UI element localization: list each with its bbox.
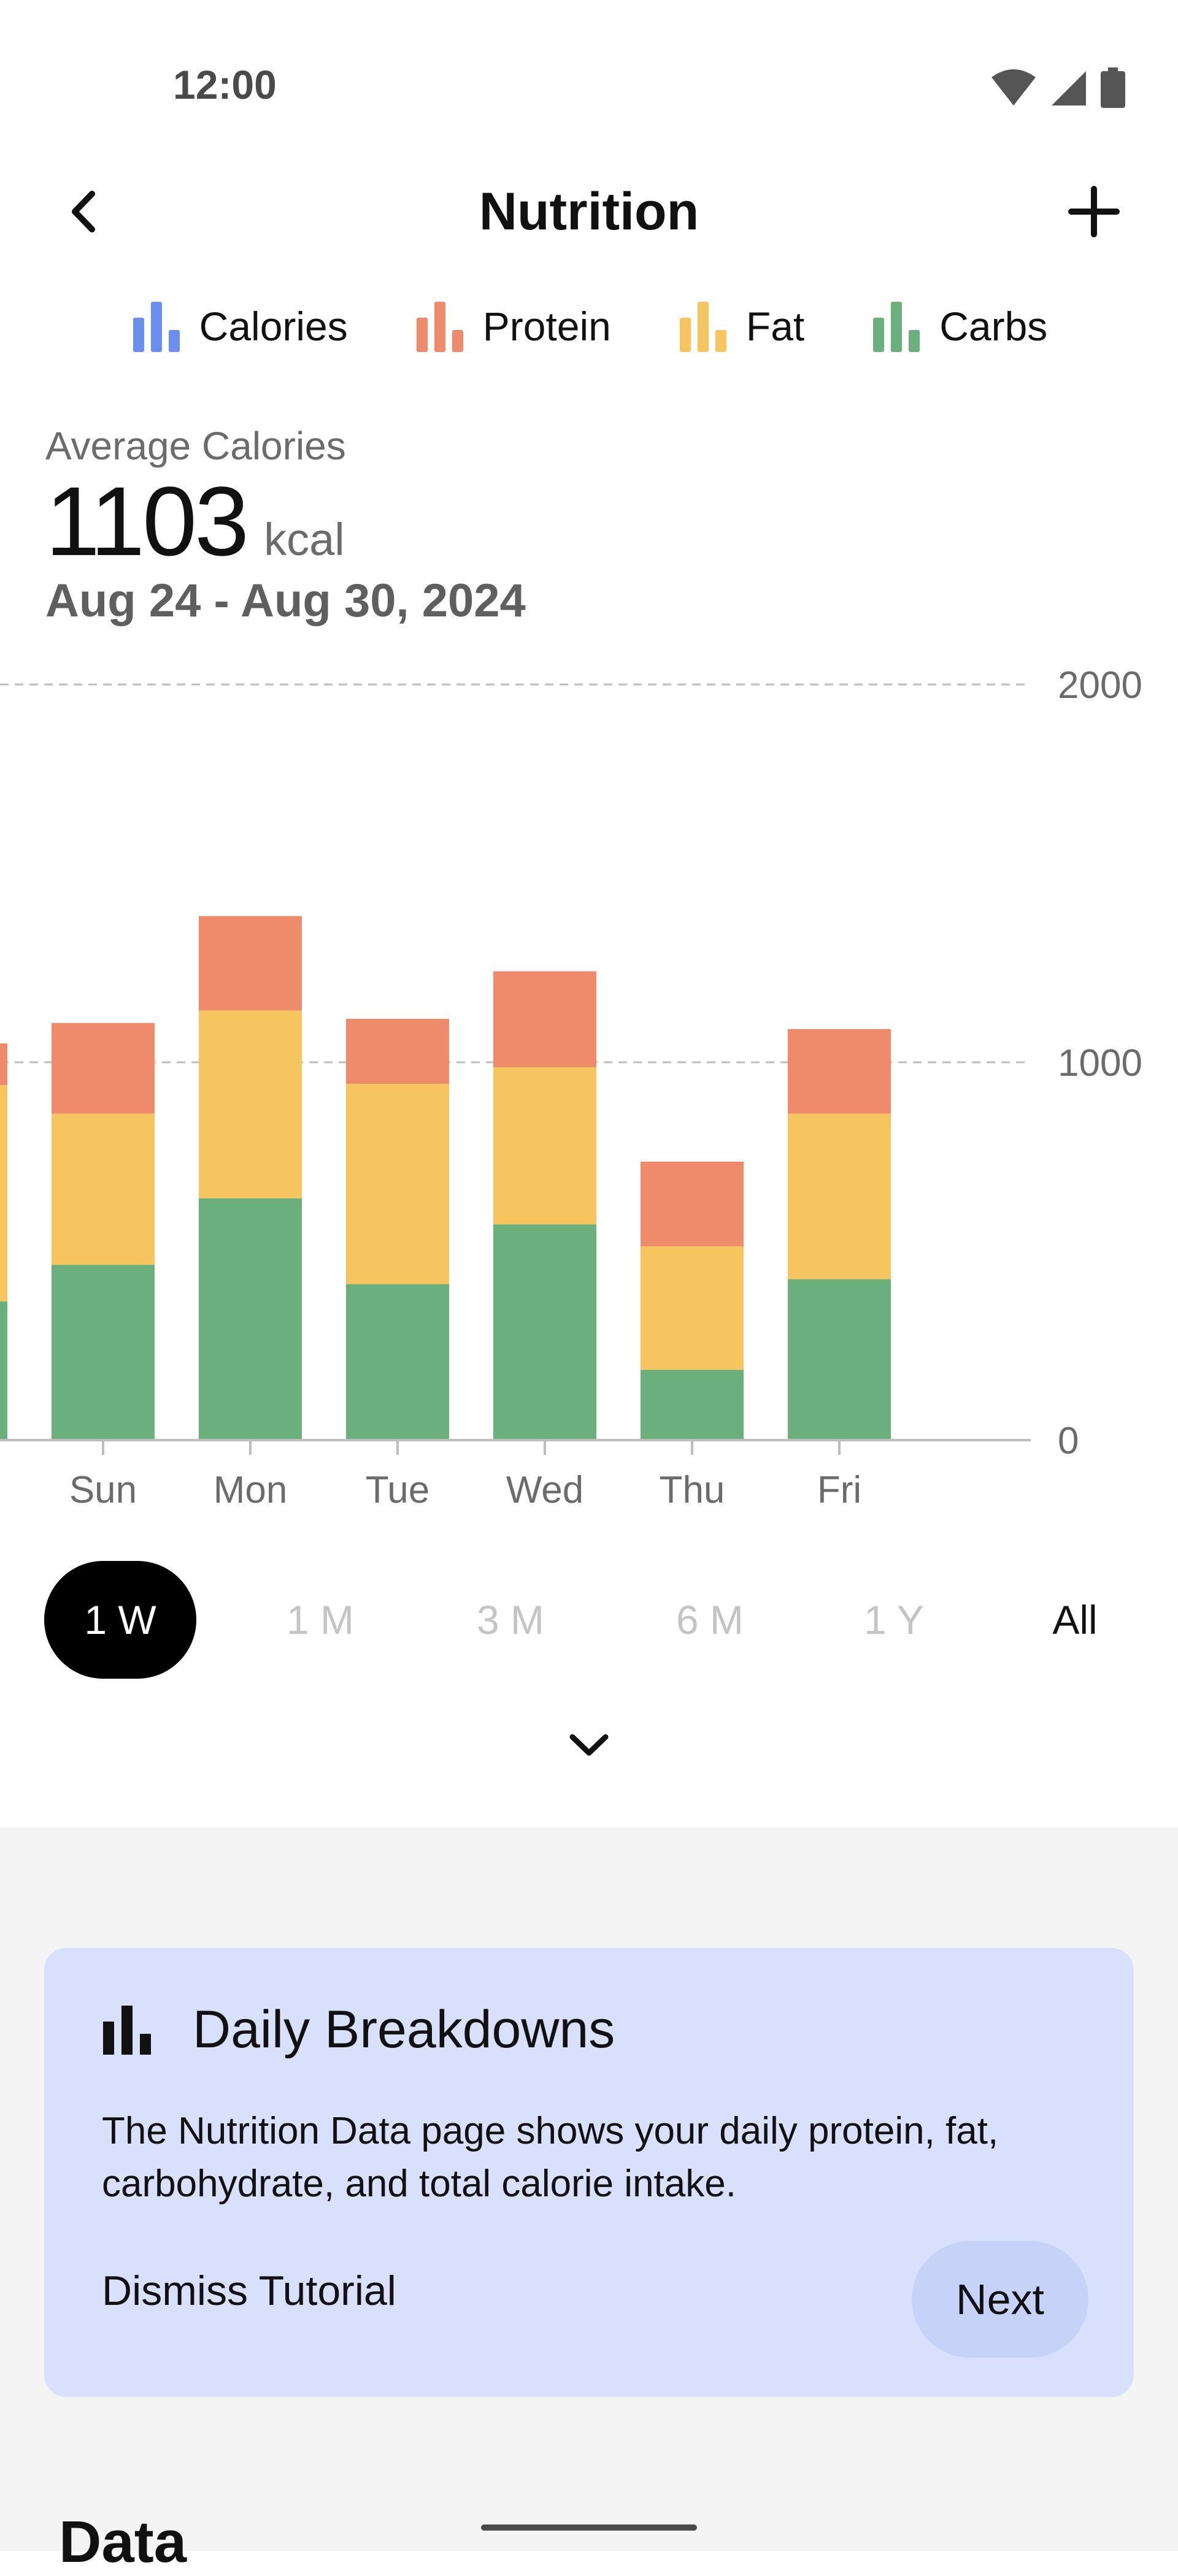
bar-carbs-wed[interactable]: [493, 1224, 596, 1440]
expand-button[interactable]: [561, 1717, 617, 1773]
bar-chart-icon: [133, 302, 180, 352]
chart-legend: Calories Protein Fat Carbs: [0, 301, 1178, 352]
legend-label: Carbs: [939, 304, 1048, 349]
range-1m-button[interactable]: 1 M: [271, 1561, 369, 1679]
time-range-selector: 1 W 1 M 3 M 6 M 1 Y All: [44, 1561, 1134, 1679]
tutorial-card: Daily Breakdowns The Nutrition Data page…: [44, 1948, 1134, 2397]
y-tick-label: 1000: [1058, 1042, 1142, 1084]
battery-icon: [1101, 67, 1125, 108]
legend-label: Fat: [745, 304, 805, 349]
bar-carbs-sun[interactable]: [52, 1265, 155, 1440]
bar-protein-sat[interactable]: [0, 1043, 7, 1085]
bar-chart-icon: [873, 302, 920, 352]
home-indicator[interactable]: [481, 2524, 697, 2531]
legend-item-carbs[interactable]: Carbs: [871, 301, 1047, 352]
bar-protein-wed[interactable]: [493, 971, 596, 1068]
data-section-title: Data: [59, 2509, 187, 2575]
bar-chart-icon: [416, 302, 463, 352]
range-all-button[interactable]: All: [1032, 1561, 1118, 1679]
bar-carbs-mon[interactable]: [199, 1198, 302, 1440]
average-value: 1103: [45, 466, 249, 576]
average-value-row: 1103 kcal: [45, 472, 345, 570]
x-tick-label: Wed: [506, 1469, 583, 1511]
legend-item-calories[interactable]: Calories: [131, 301, 348, 352]
legend-label: Calories: [199, 304, 348, 349]
legend-item-protein[interactable]: Protein: [414, 301, 611, 352]
chevron-down-icon: [569, 1734, 609, 1756]
legend-label: Protein: [482, 304, 611, 349]
bar-chart-icon: [103, 2006, 151, 2055]
x-tick-label: Sun: [69, 1469, 137, 1511]
wifi-icon: [991, 69, 1036, 105]
dismiss-tutorial-button[interactable]: Dismiss Tutorial: [102, 2267, 396, 2314]
add-button[interactable]: [1066, 184, 1122, 239]
bar-protein-fri[interactable]: [788, 1029, 891, 1114]
bar-carbs-fri[interactable]: [788, 1279, 891, 1440]
bar-protein-thu[interactable]: [641, 1162, 744, 1246]
bar-protein-mon[interactable]: [199, 916, 302, 1011]
next-button[interactable]: Next: [912, 2241, 1088, 2358]
y-tick-label: 2000: [1058, 664, 1142, 707]
bar-fat-sat[interactable]: [0, 1084, 7, 1301]
x-tick-label: Thu: [660, 1469, 725, 1511]
status-icons: [990, 66, 1125, 109]
back-button[interactable]: [56, 184, 112, 239]
bar-fat-thu[interactable]: [641, 1246, 744, 1370]
date-range: Aug 24 - Aug 30, 2024: [45, 575, 526, 627]
status-time: 12:00: [173, 62, 277, 107]
x-tick-label: Mon: [214, 1469, 288, 1511]
bar-protein-sun[interactable]: [52, 1022, 155, 1114]
tutorial-body: The Nutrition Data page shows your daily…: [102, 2110, 999, 2205]
range-3m-button[interactable]: 3 M: [461, 1561, 560, 1679]
bar-fat-wed[interactable]: [493, 1067, 596, 1225]
bar-carbs-thu[interactable]: [641, 1370, 744, 1440]
bar-carbs-tue[interactable]: [346, 1284, 449, 1440]
x-tick-label: Fri: [817, 1469, 861, 1511]
tutorial-title: Daily Breakdowns: [193, 2000, 615, 2059]
bar-fat-fri[interactable]: [788, 1113, 891, 1279]
page-title: Nutrition: [479, 182, 699, 241]
nutrition-bar-chart[interactable]: 010002000SatSunMonTueWedThuFri: [0, 650, 1178, 1527]
bar-carbs-sat[interactable]: [0, 1301, 7, 1440]
range-1y-button[interactable]: 1 Y: [848, 1561, 940, 1679]
signal-icon: [1052, 71, 1086, 105]
average-label: Average Calories: [45, 424, 346, 468]
bar-fat-tue[interactable]: [346, 1084, 449, 1284]
bar-fat-sun[interactable]: [52, 1113, 155, 1265]
bar-protein-tue[interactable]: [346, 1019, 449, 1084]
plus-icon: [1068, 186, 1120, 237]
x-tick-label: Tue: [366, 1469, 430, 1511]
bar-chart-icon: [679, 302, 726, 352]
legend-item-fat[interactable]: Fat: [677, 301, 804, 352]
bar-fat-mon[interactable]: [199, 1010, 302, 1198]
chevron-left-icon: [72, 191, 95, 232]
y-tick-label: 0: [1058, 1420, 1079, 1462]
range-1w-button[interactable]: 1 W: [44, 1561, 196, 1679]
range-6m-button[interactable]: 6 M: [658, 1561, 762, 1679]
average-unit: kcal: [264, 514, 345, 565]
